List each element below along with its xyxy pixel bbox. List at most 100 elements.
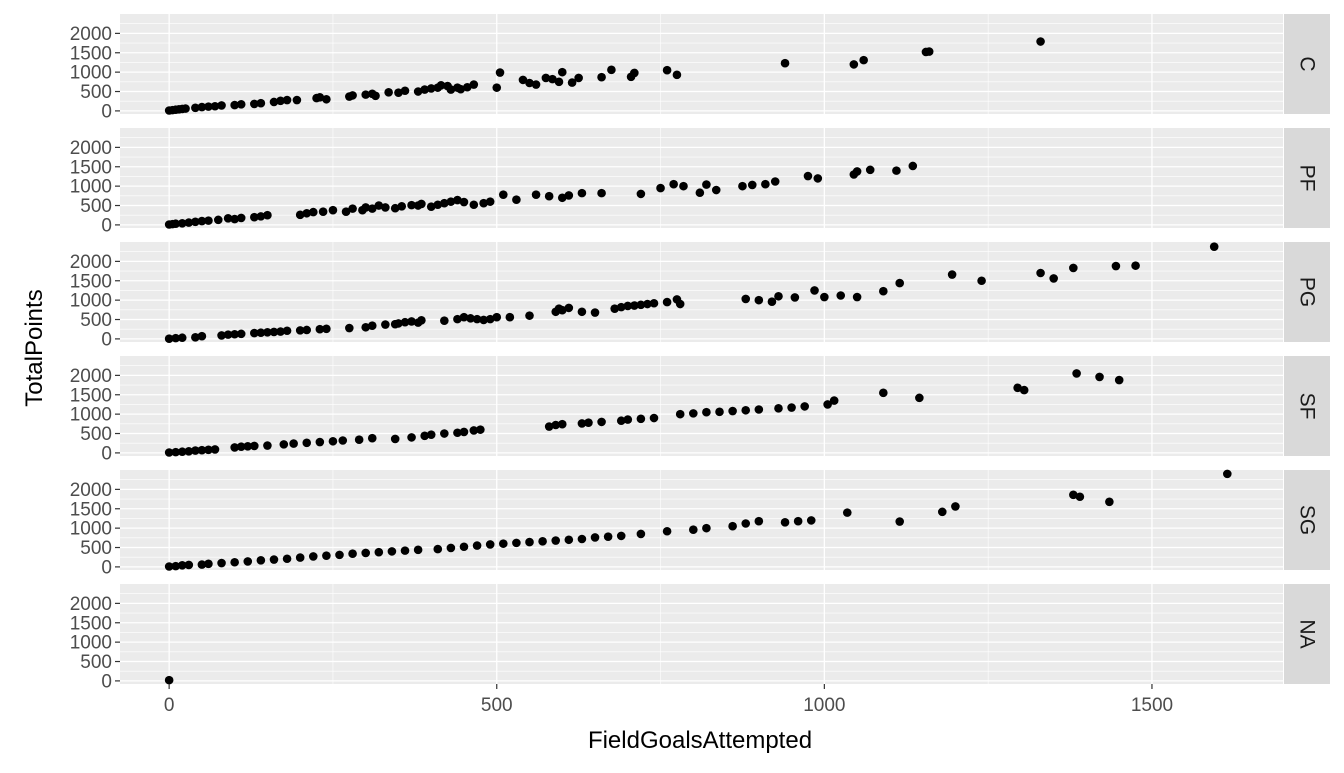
data-point: [243, 442, 253, 451]
data-point: [662, 65, 672, 75]
data-point: [361, 322, 371, 332]
panel-background: [120, 584, 1283, 684]
x-tick-label: 500: [481, 695, 513, 716]
data-point: [649, 298, 659, 308]
data-point: [741, 294, 751, 304]
y-tick-label: 2000: [70, 480, 112, 501]
data-point: [689, 409, 698, 418]
data-point: [361, 203, 371, 212]
data-point: [236, 442, 246, 451]
data-point: [381, 203, 390, 212]
data-point: [348, 91, 357, 100]
data-point: [181, 104, 190, 113]
data-point: [210, 445, 220, 454]
y-tick-label: 1000: [70, 291, 112, 312]
data-point: [852, 292, 862, 302]
data-point: [656, 183, 665, 193]
data-point: [754, 405, 764, 414]
data-point: [590, 308, 600, 317]
data-point: [400, 546, 410, 555]
data-point: [453, 314, 462, 324]
data-point: [466, 314, 475, 323]
data-point: [217, 558, 226, 568]
data-point: [322, 94, 331, 104]
data-point: [485, 197, 495, 206]
data-point: [204, 445, 213, 455]
data-point: [1036, 268, 1045, 278]
data-point: [636, 300, 646, 310]
data-point: [236, 329, 246, 339]
data-point: [702, 180, 711, 189]
data-point: [498, 539, 508, 548]
points-sg: [164, 469, 1232, 571]
data-point: [315, 437, 325, 447]
data-point: [177, 219, 187, 228]
y-tick-label: 500: [80, 82, 112, 103]
y-tick-label: 0: [101, 329, 112, 350]
data-point: [374, 547, 384, 557]
facet-strip: [1284, 470, 1330, 570]
data-point: [774, 404, 783, 413]
data-point: [381, 320, 390, 329]
data-point: [328, 205, 338, 215]
data-point: [197, 216, 207, 226]
data-point: [577, 188, 587, 198]
facet-strip: [1284, 584, 1330, 684]
data-point: [715, 407, 724, 417]
data-point: [531, 190, 541, 199]
y-tick-label: 1500: [70, 271, 112, 292]
data-point: [250, 328, 259, 338]
data-point: [469, 200, 479, 210]
data-point: [787, 403, 796, 412]
data-point: [557, 193, 567, 203]
data-point: [230, 557, 239, 567]
data-point: [276, 96, 285, 106]
data-point: [256, 556, 266, 565]
data-point: [859, 55, 868, 65]
data-point: [630, 68, 639, 78]
y-tick-label: 500: [80, 538, 112, 559]
data-point: [236, 100, 246, 109]
facet-strip: [1284, 128, 1330, 228]
data-point: [636, 529, 646, 539]
y-tick-label: 2000: [70, 594, 112, 615]
data-point: [472, 314, 482, 324]
data-point: [459, 197, 469, 207]
data-point: [223, 214, 233, 223]
data-point: [191, 103, 200, 113]
data-point: [702, 523, 711, 533]
data-point: [302, 208, 312, 218]
facet-strip-label: SF: [1296, 393, 1319, 420]
data-point: [741, 519, 751, 528]
data-point: [1072, 369, 1081, 378]
data-point: [780, 518, 790, 527]
data-point: [492, 312, 502, 322]
data-point: [616, 531, 626, 541]
data-point: [243, 557, 253, 566]
data-point: [852, 167, 862, 176]
data-point: [728, 521, 737, 531]
data-point: [1114, 375, 1124, 385]
data-point: [747, 180, 757, 190]
data-point: [459, 312, 469, 322]
data-point: [191, 446, 200, 455]
y-tick-label: 500: [80, 652, 112, 673]
data-point: [849, 60, 859, 69]
panels-layer: 0500100015002000C0500100015002000PF05001…: [70, 14, 1330, 692]
data-point: [479, 315, 488, 325]
data-point: [184, 218, 194, 227]
y-tick-label: 1000: [70, 63, 112, 84]
data-point: [810, 286, 819, 295]
data-point: [498, 190, 508, 199]
data-point: [184, 447, 194, 456]
data-point: [1019, 385, 1029, 395]
y-tick-label: 0: [101, 443, 112, 464]
points-pg: [164, 242, 1219, 344]
data-point: [770, 177, 780, 186]
data-point: [865, 165, 875, 175]
data-point: [223, 330, 233, 339]
